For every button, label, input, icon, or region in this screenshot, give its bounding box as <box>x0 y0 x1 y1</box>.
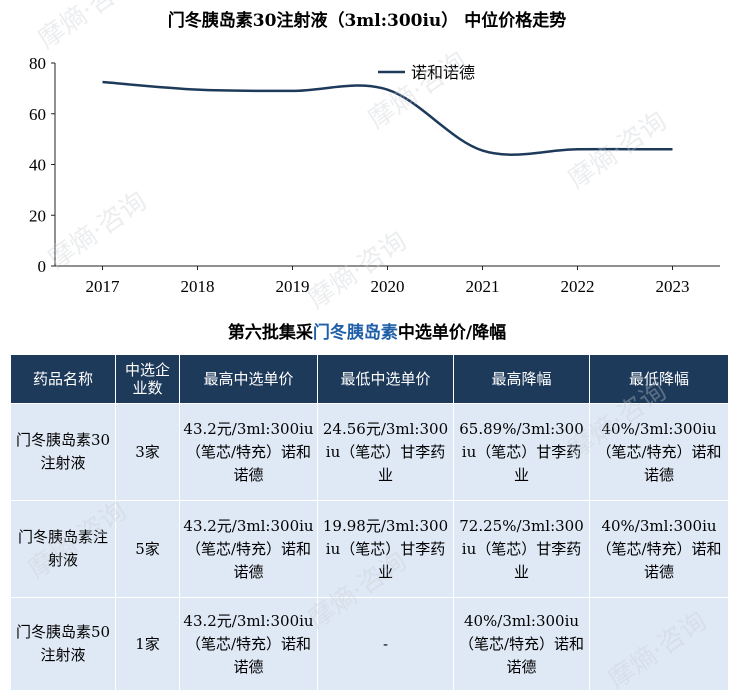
cell-company-count: 5家 <box>116 501 180 598</box>
x-tick-label: 2021 <box>466 277 500 296</box>
header-min-price: 最低中选单价 <box>318 355 454 404</box>
cell-company-count: 3家 <box>116 404 180 501</box>
header-company-count: 中选企业数 <box>116 355 180 404</box>
x-tick-label: 2019 <box>276 277 310 296</box>
table-title-suffix: 中选单价/降幅 <box>398 323 506 343</box>
cell-drug-name: 门冬胰岛素30注射液 <box>11 404 116 501</box>
x-tick-label: 2023 <box>656 277 690 296</box>
cell-max-price: 43.2元/3ml:300iu（笔芯/特充）诺和诺德 <box>180 501 318 598</box>
cell-min-price: 24.56元/3ml:300iu（笔芯）甘李药业 <box>318 404 454 501</box>
header-max-price: 最高中选单价 <box>180 355 318 404</box>
cell-max-drop: 65.89%/3ml:300iu（笔芯）甘李药业 <box>454 404 590 501</box>
price-table: 药品名称 中选企业数 最高中选单价 最低中选单价 最高降幅 最低降幅 门冬胰岛素… <box>10 354 729 691</box>
cell-min-price: - <box>318 598 454 691</box>
table-title: 第六批集采门冬胰岛素中选单价/降幅 <box>0 318 734 343</box>
table-title-prefix: 第六批集采 <box>228 323 313 343</box>
cell-min-drop: 40%/3ml:300iu（笔芯/特充）诺和诺德 <box>590 404 729 501</box>
cell-max-price: 43.2元/3ml:300iu（笔芯/特充）诺和诺德 <box>180 598 318 691</box>
x-tick-label: 2020 <box>371 277 405 296</box>
y-tick-label: 20 <box>29 206 46 225</box>
table-title-highlight: 门冬胰岛素 <box>313 323 398 343</box>
cell-drug-name: 门冬胰岛素50注射液 <box>11 598 116 691</box>
y-tick-label: 60 <box>29 105 46 124</box>
cell-min-drop: 40%/3ml:300iu（笔芯/特充）诺和诺德 <box>590 501 729 598</box>
cell-drug-name: 门冬胰岛素注射液 <box>11 501 116 598</box>
cell-max-drop: 72.25%/3ml:300iu（笔芯）甘李药业 <box>454 501 590 598</box>
y-tick-label: 0 <box>38 257 47 276</box>
table-header-row: 药品名称 中选企业数 最高中选单价 最低中选单价 最高降幅 最低降幅 <box>11 355 729 404</box>
y-tick-label: 40 <box>29 156 46 175</box>
table-row: 门冬胰岛素50注射液 1家 43.2元/3ml:300iu（笔芯/特充）诺和诺德… <box>11 598 729 691</box>
table-row: 门冬胰岛素30注射液 3家 43.2元/3ml:300iu（笔芯/特充）诺和诺德… <box>11 404 729 501</box>
cell-max-price: 43.2元/3ml:300iu（笔芯/特充）诺和诺德 <box>180 404 318 501</box>
cell-max-drop: 40%/3ml:300iu（笔芯/特充）诺和诺德 <box>454 598 590 691</box>
header-max-drop: 最高降幅 <box>454 355 590 404</box>
y-tick-label: 80 <box>29 54 46 73</box>
x-tick-label: 2022 <box>561 277 595 296</box>
series-line <box>103 82 673 155</box>
chart-title: 门冬胰岛素30注射液（3ml:300iu） 中位价格走势 <box>0 6 734 31</box>
legend-label: 诺和诺德 <box>411 63 475 82</box>
header-min-drop: 最低降幅 <box>590 355 729 404</box>
x-tick-label: 2017 <box>86 277 121 296</box>
line-chart: 0 20 40 60 80 2017 2018 2019 2020 2021 2022 2023 诺和… <box>0 30 734 300</box>
cell-min-price: 19.98元/3ml:300iu（笔芯）甘李药业 <box>318 501 454 598</box>
table-row: 门冬胰岛素注射液 5家 43.2元/3ml:300iu（笔芯/特充）诺和诺德 1… <box>11 501 729 598</box>
x-tick-label: 2018 <box>181 277 215 296</box>
cell-company-count: 1家 <box>116 598 180 691</box>
header-drug-name: 药品名称 <box>11 355 116 404</box>
cell-min-drop <box>590 598 729 691</box>
